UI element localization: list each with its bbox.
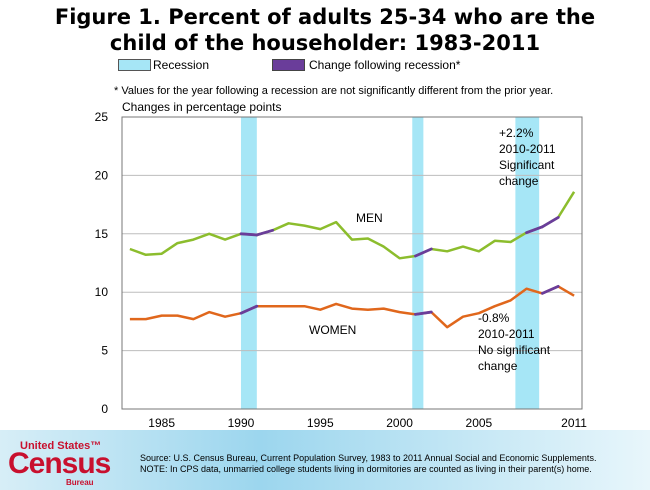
census-logo-top: United States™ <box>20 440 102 452</box>
census-logo-sub: Bureau <box>66 478 94 487</box>
women-annotation-line-3: No significant <box>478 343 551 357</box>
census-logo: Census <box>8 447 111 480</box>
y-tick-label-5: 5 <box>101 344 108 358</box>
y-tick-label-25: 25 <box>95 110 109 124</box>
women-series-label: WOMEN <box>309 323 356 337</box>
gridlines <box>122 174 582 352</box>
y-tick-label-15: 15 <box>95 227 109 241</box>
change-segment-men-1 <box>255 228 275 237</box>
women-annotation-line-1: -0.8% <box>478 311 510 325</box>
y-tick-label-10: 10 <box>95 285 109 299</box>
x-tick-label-1990: 1990 <box>228 416 255 430</box>
recession-band-0 <box>240 117 257 409</box>
title-line-1: Figure 1. Percent of adults 25-34 who ar… <box>54 5 596 29</box>
source-line-1: Source: U.S. Census Bureau, Current Popu… <box>140 453 597 463</box>
x-tick-label-2000: 2000 <box>386 416 413 430</box>
men-annotation-line-4: change <box>499 174 539 188</box>
change-segment-women-0 <box>239 304 259 315</box>
change-segment-women-1 <box>414 310 433 316</box>
footnote: * Values for the year following a recess… <box>114 85 554 97</box>
women-annotation-line-4: change <box>478 359 518 373</box>
men-series-label: MEN <box>356 211 383 225</box>
change-segment-men-2 <box>414 247 433 258</box>
title-line-2: child of the householder: 1983-2011 <box>109 31 541 55</box>
recession-legend-swatch <box>118 59 151 71</box>
recession-band-1 <box>412 117 424 409</box>
change-legend-swatch <box>272 59 305 71</box>
y-axis-label: Changes in percentage points <box>122 100 282 114</box>
series-line-men <box>129 191 576 260</box>
series-line-women <box>129 285 575 329</box>
change-segment-men-3 <box>525 225 544 235</box>
x-tick-labels: 1985 1990 1995 2000 2005 2011 <box>148 416 587 430</box>
recession-bands <box>240 117 540 409</box>
x-tick-label-1985: 1985 <box>148 416 175 430</box>
source-line-2: NOTE: In CPS data, unmarried college stu… <box>140 464 592 474</box>
plot-frame <box>121 116 583 410</box>
change-segment-men-0 <box>239 232 259 237</box>
recession-band-2 <box>515 117 540 409</box>
y-tick-label-20: 20 <box>95 168 109 182</box>
series-lines <box>129 191 576 329</box>
figure-title: Figure 1. Percent of adults 25-34 who ar… <box>0 4 650 56</box>
women-annotation: -0.8% 2010-2011 No significant change <box>478 311 551 373</box>
men-annotation: +2.2% 2010-2011 Significant change <box>499 126 556 188</box>
x-tick-label-2005: 2005 <box>466 416 493 430</box>
men-annotation-line-2: 2010-2011 <box>499 142 556 156</box>
footer-band <box>0 430 650 490</box>
y-tick-labels: 0 5 10 15 20 25 <box>95 110 109 416</box>
change-segment-women-2 <box>540 284 560 295</box>
x-tick-label-2011: 2011 <box>561 416 587 430</box>
y-tick-label-0: 0 <box>101 402 108 416</box>
recession-legend-label: Recession <box>153 58 210 72</box>
change-segment-men-4 <box>540 216 560 229</box>
x-tick-label-1995: 1995 <box>307 416 334 430</box>
men-annotation-line-1: +2.2% <box>499 126 534 140</box>
change-legend-label: Change following recession* <box>309 58 461 72</box>
source-note: Source: U.S. Census Bureau, Current Popu… <box>140 453 596 475</box>
men-annotation-line-3: Significant <box>499 158 555 172</box>
women-annotation-line-2: 2010-2011 <box>478 327 535 341</box>
